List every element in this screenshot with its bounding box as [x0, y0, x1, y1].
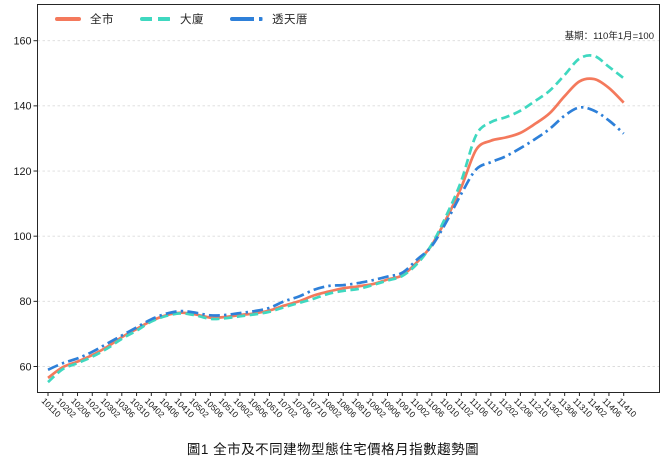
- series-line-citywide: [47, 77, 625, 379]
- chart-title: 圖1 全市及不同建物型態住宅價格月指數趨勢圖: [186, 442, 480, 457]
- series-line-apartment-building: [47, 54, 625, 384]
- series-line-townhouse: [47, 105, 625, 372]
- legend-item-apartment-building: 大廈: [140, 11, 204, 27]
- series-lines: [47, 54, 625, 384]
- apartment-building-line-swatch: [140, 17, 171, 21]
- legend-label-townhouse: 透天厝: [272, 14, 308, 26]
- y-tick-label: 60: [19, 361, 31, 373]
- y-tick-label: 140: [13, 101, 31, 113]
- plot-frame: [37, 4, 660, 393]
- axis-labels: 6080100120140160101101020210206102101030…: [13, 36, 638, 420]
- y-tick-label: 120: [13, 166, 31, 178]
- y-tick-label: 80: [19, 296, 31, 308]
- legend-label-apartment-building: 大廈: [180, 14, 204, 26]
- townhouse-line-swatch: [230, 17, 263, 21]
- base-period-note: 基期：110年1月=100: [564, 31, 654, 42]
- y-tick-label: 160: [13, 36, 31, 48]
- y-tick-label: 100: [13, 231, 31, 243]
- gridlines: [37, 40, 660, 367]
- citywide-line-swatch: [55, 17, 81, 21]
- axis-ticks: [33, 40, 625, 396]
- legend-item-citywide: 全市: [55, 11, 114, 27]
- legend-item-townhouse: 透天厝: [230, 11, 308, 27]
- legend-label-citywide: 全市: [90, 14, 114, 26]
- legend: 全市 大廈 透天厝: [55, 11, 308, 27]
